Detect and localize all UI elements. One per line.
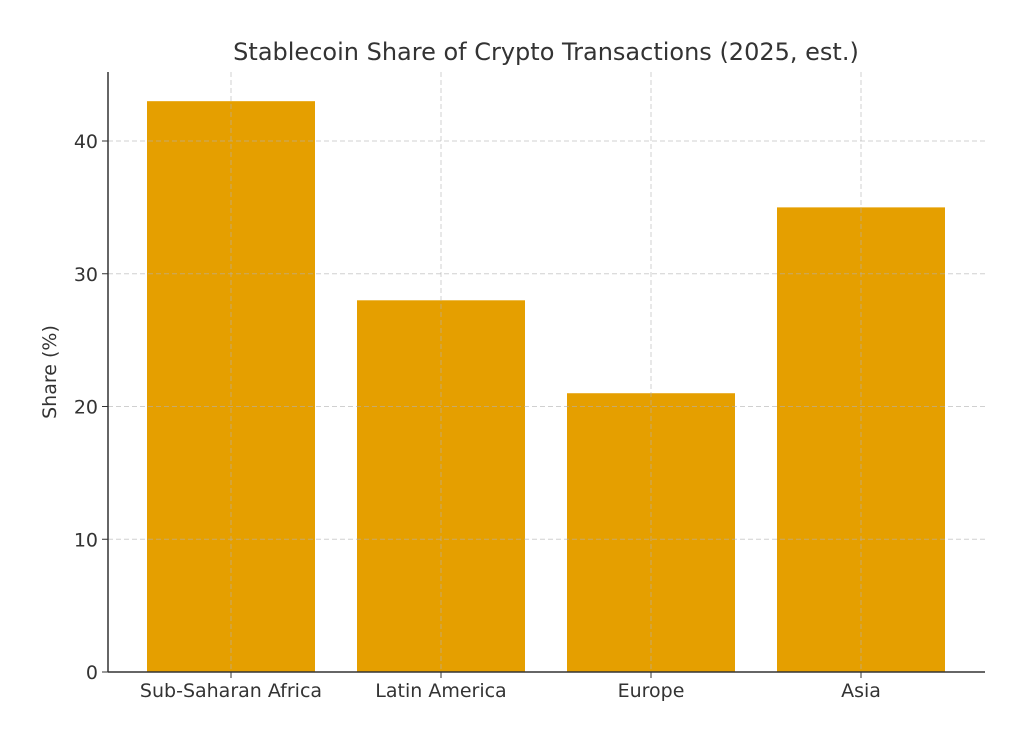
x-tick-label: Europe [618, 680, 685, 702]
x-tick-label: Latin America [375, 680, 506, 702]
x-tick-label: Asia [841, 680, 881, 702]
x-tick-label: Sub-Saharan Africa [140, 680, 322, 702]
y-tick-label: 0 [86, 662, 98, 684]
chart-title: Stablecoin Share of Crypto Transactions … [233, 38, 859, 66]
y-tick-label: 20 [74, 397, 98, 419]
y-tick-label: 40 [74, 131, 98, 153]
y-tick-label: 30 [74, 264, 98, 286]
y-tick-label: 10 [74, 529, 98, 551]
y-axis-label: Share (%) [39, 325, 61, 419]
